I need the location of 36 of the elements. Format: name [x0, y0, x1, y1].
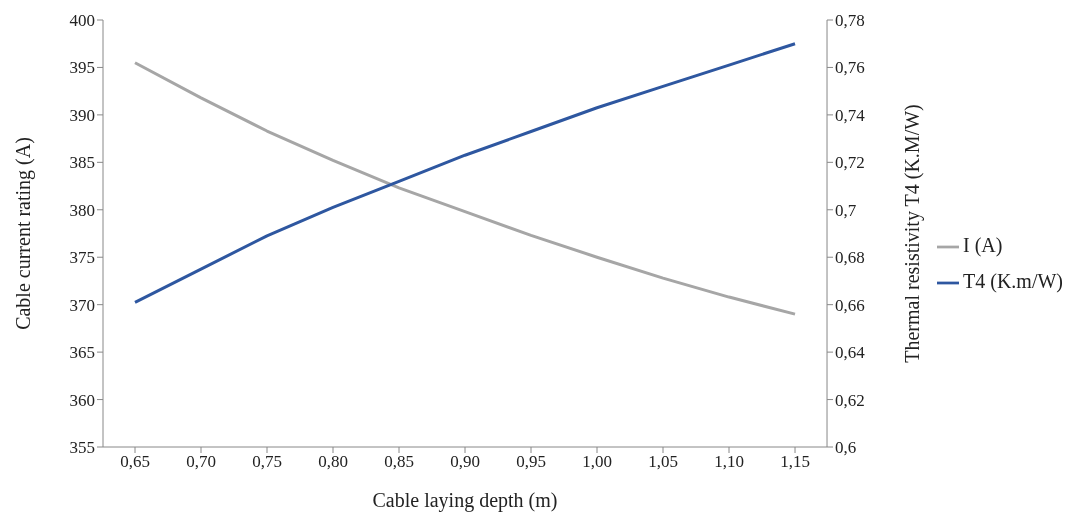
y-tick-label: 355 [69, 438, 95, 458]
y2-tick-label: 0,76 [835, 58, 865, 78]
y-tick-label: 400 [69, 11, 95, 31]
x-tick-label: 1,00 [582, 452, 612, 472]
y-tick-label: 390 [69, 105, 95, 125]
x-tick-label: 0,80 [318, 452, 348, 472]
x-tick-label: 1,10 [714, 452, 744, 472]
y2-tick-label: 0,62 [835, 390, 865, 410]
legend-label: I (A) [963, 233, 1003, 256]
y-tick-label: 360 [69, 390, 95, 410]
x-tick-label: 0,65 [120, 452, 150, 472]
y2-tick-label: 0,78 [835, 11, 865, 31]
y2-tick-label: 0,64 [835, 343, 866, 363]
x-tick-label: 0,70 [186, 452, 216, 472]
y-tick-label: 385 [69, 153, 95, 173]
y2-tick-label: 0,74 [835, 105, 866, 125]
y2-tick-label: 0,66 [835, 295, 865, 315]
y-axis-title: Cable current rating (A) [12, 137, 36, 330]
x-tick-label: 0,75 [252, 452, 282, 472]
x-tick-label: 0,90 [450, 452, 480, 472]
y-tick-label: 380 [69, 200, 95, 220]
y2-tick-label: 0,72 [835, 153, 865, 173]
y-tick-label: 365 [69, 343, 95, 363]
y2-axis-title: Thermal resistivity T4 (K.M/W) [901, 104, 925, 363]
y2-tick-label: 0,68 [835, 248, 865, 268]
legend-label: T4 (K.m/W) [963, 269, 1063, 292]
x-tick-label: 0,95 [516, 452, 546, 472]
y-tick-label: 395 [69, 58, 95, 78]
x-axis-title: Cable laying depth (m) [372, 489, 558, 512]
x-tick-label: 1,05 [648, 452, 678, 472]
x-tick-label: 0,85 [384, 452, 414, 472]
y-tick-label: 375 [69, 248, 95, 268]
x-tick-label: 1,15 [780, 452, 810, 472]
y-tick-label: 370 [69, 295, 95, 315]
y2-tick-label: 0,7 [835, 200, 857, 220]
y2-tick-label: 0,6 [835, 438, 857, 458]
